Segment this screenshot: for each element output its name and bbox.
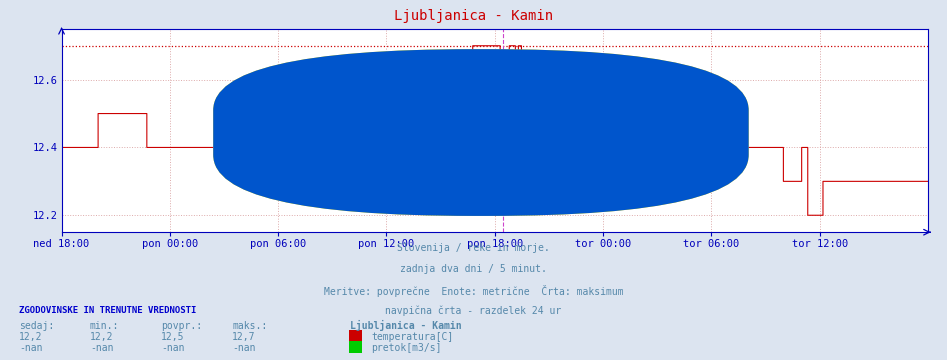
Text: min.:: min.: (90, 321, 119, 332)
Text: 12,7: 12,7 (232, 332, 256, 342)
Text: Ljubljanica - Kamin: Ljubljanica - Kamin (350, 320, 462, 332)
Text: temperatura[C]: temperatura[C] (371, 332, 454, 342)
Text: pretok[m3/s]: pretok[m3/s] (371, 343, 441, 353)
Text: -nan: -nan (90, 343, 114, 353)
Text: -nan: -nan (161, 343, 185, 353)
Text: 12,5: 12,5 (161, 332, 185, 342)
Text: maks.:: maks.: (232, 321, 267, 332)
Text: Ljubljanica - Kamin: Ljubljanica - Kamin (394, 9, 553, 23)
Text: navpična črta - razdelek 24 ur: navpična črta - razdelek 24 ur (385, 306, 562, 316)
Text: Slovenija / reke in morje.: Slovenija / reke in morje. (397, 243, 550, 253)
FancyBboxPatch shape (213, 49, 749, 216)
Text: Meritve: povprečne  Enote: metrične  Črta: maksimum: Meritve: povprečne Enote: metrične Črta:… (324, 285, 623, 297)
Text: povpr.:: povpr.: (161, 321, 202, 332)
Text: www.si-vreme.com: www.si-vreme.com (302, 118, 688, 152)
Text: ZGODOVINSKE IN TRENUTNE VREDNOSTI: ZGODOVINSKE IN TRENUTNE VREDNOSTI (19, 306, 196, 315)
Text: 12,2: 12,2 (19, 332, 43, 342)
FancyBboxPatch shape (213, 49, 749, 216)
Text: -nan: -nan (232, 343, 256, 353)
Text: 12,2: 12,2 (90, 332, 114, 342)
Text: -nan: -nan (19, 343, 43, 353)
Text: sedaj:: sedaj: (19, 321, 54, 332)
Text: zadnja dva dni / 5 minut.: zadnja dva dni / 5 minut. (400, 264, 547, 274)
